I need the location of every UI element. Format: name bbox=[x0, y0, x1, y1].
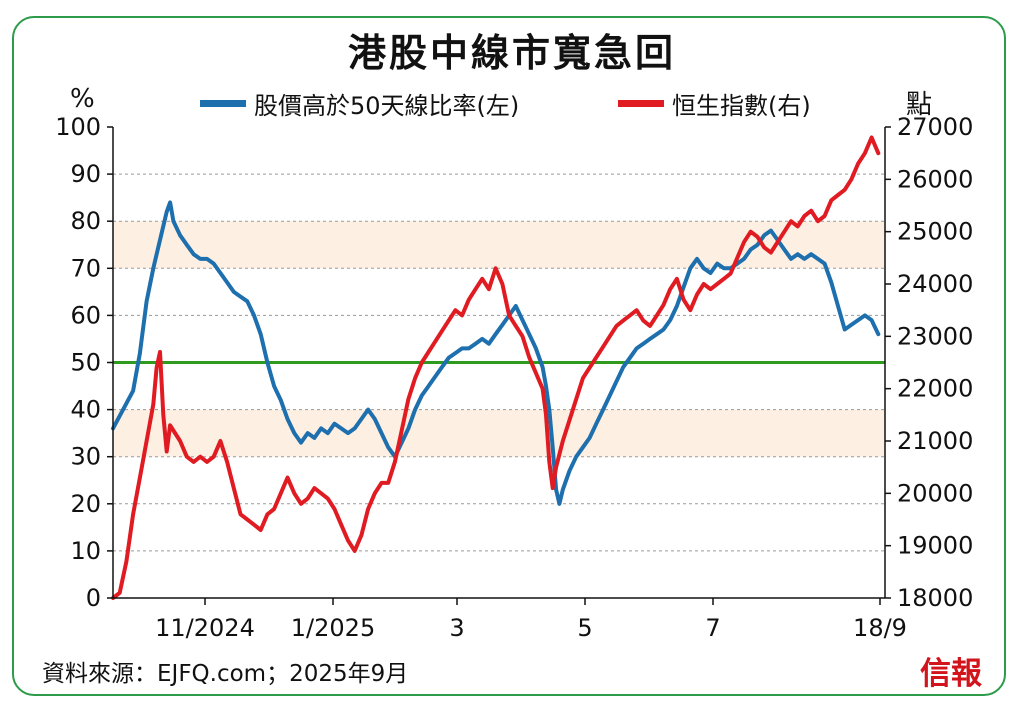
left-tick-label-4: 40 bbox=[70, 396, 101, 424]
left-axis-unit: % bbox=[70, 84, 95, 114]
legend-swatch-blue bbox=[200, 100, 246, 107]
left-tick-label-5: 50 bbox=[70, 349, 101, 377]
source-note: 資料來源：EJFQ.com；2025年9月 bbox=[42, 661, 409, 687]
right-tick-label-4: 22000 bbox=[897, 375, 973, 403]
shaded-band-0 bbox=[113, 409, 885, 457]
legend-swatch-red bbox=[618, 100, 664, 107]
right-tick-label-9: 27000 bbox=[897, 113, 973, 141]
right-tick-label-7: 25000 bbox=[897, 218, 973, 246]
legend-label-hsi: 恒生指數(右) bbox=[672, 92, 811, 120]
left-tick-label-6: 60 bbox=[70, 301, 101, 329]
left-tick-label-9: 90 bbox=[70, 160, 101, 188]
right-tick-label-5: 23000 bbox=[897, 322, 973, 350]
left-tick-label-10: 100 bbox=[55, 113, 101, 141]
right-tick-label-8: 26000 bbox=[897, 165, 973, 193]
chart-title: 港股中線市寬急回 bbox=[347, 31, 676, 75]
right-tick-label-0: 18000 bbox=[897, 584, 973, 612]
x-tick-label-3: 5 bbox=[577, 614, 592, 642]
x-tick-label-4: 7 bbox=[705, 614, 720, 642]
series-line-hsi bbox=[111, 135, 881, 600]
brand-logo: 信報 bbox=[920, 656, 982, 692]
left-tick-label-0: 0 bbox=[86, 584, 101, 612]
left-tick-label-2: 20 bbox=[70, 490, 101, 518]
series-line-breadth bbox=[111, 200, 881, 506]
x-tick-label-1: 1/2025 bbox=[291, 614, 375, 642]
legend-item-breadth: 股價高於50天線比率(左) bbox=[200, 86, 519, 121]
right-tick-label-2: 20000 bbox=[897, 479, 973, 507]
right-tick-label-1: 19000 bbox=[897, 532, 973, 560]
shaded-band-1 bbox=[113, 221, 885, 269]
chart-frame bbox=[12, 16, 1006, 696]
left-tick-label-7: 70 bbox=[70, 254, 101, 282]
x-tick-label-0: 11/2024 bbox=[155, 614, 255, 642]
x-tick-label-5: 18/9 bbox=[853, 614, 907, 642]
x-tick-label-2: 3 bbox=[449, 614, 464, 642]
legend-item-hsi: 恒生指數(右) bbox=[618, 86, 811, 121]
left-tick-label-8: 80 bbox=[70, 207, 101, 235]
left-tick-label-1: 10 bbox=[70, 537, 101, 565]
right-axis-unit: 點 bbox=[906, 90, 933, 120]
right-tick-label-3: 21000 bbox=[897, 427, 973, 455]
right-tick-label-6: 24000 bbox=[897, 270, 973, 298]
legend-label-breadth: 股價高於50天線比率(左) bbox=[254, 92, 520, 120]
left-tick-label-3: 30 bbox=[70, 443, 101, 471]
